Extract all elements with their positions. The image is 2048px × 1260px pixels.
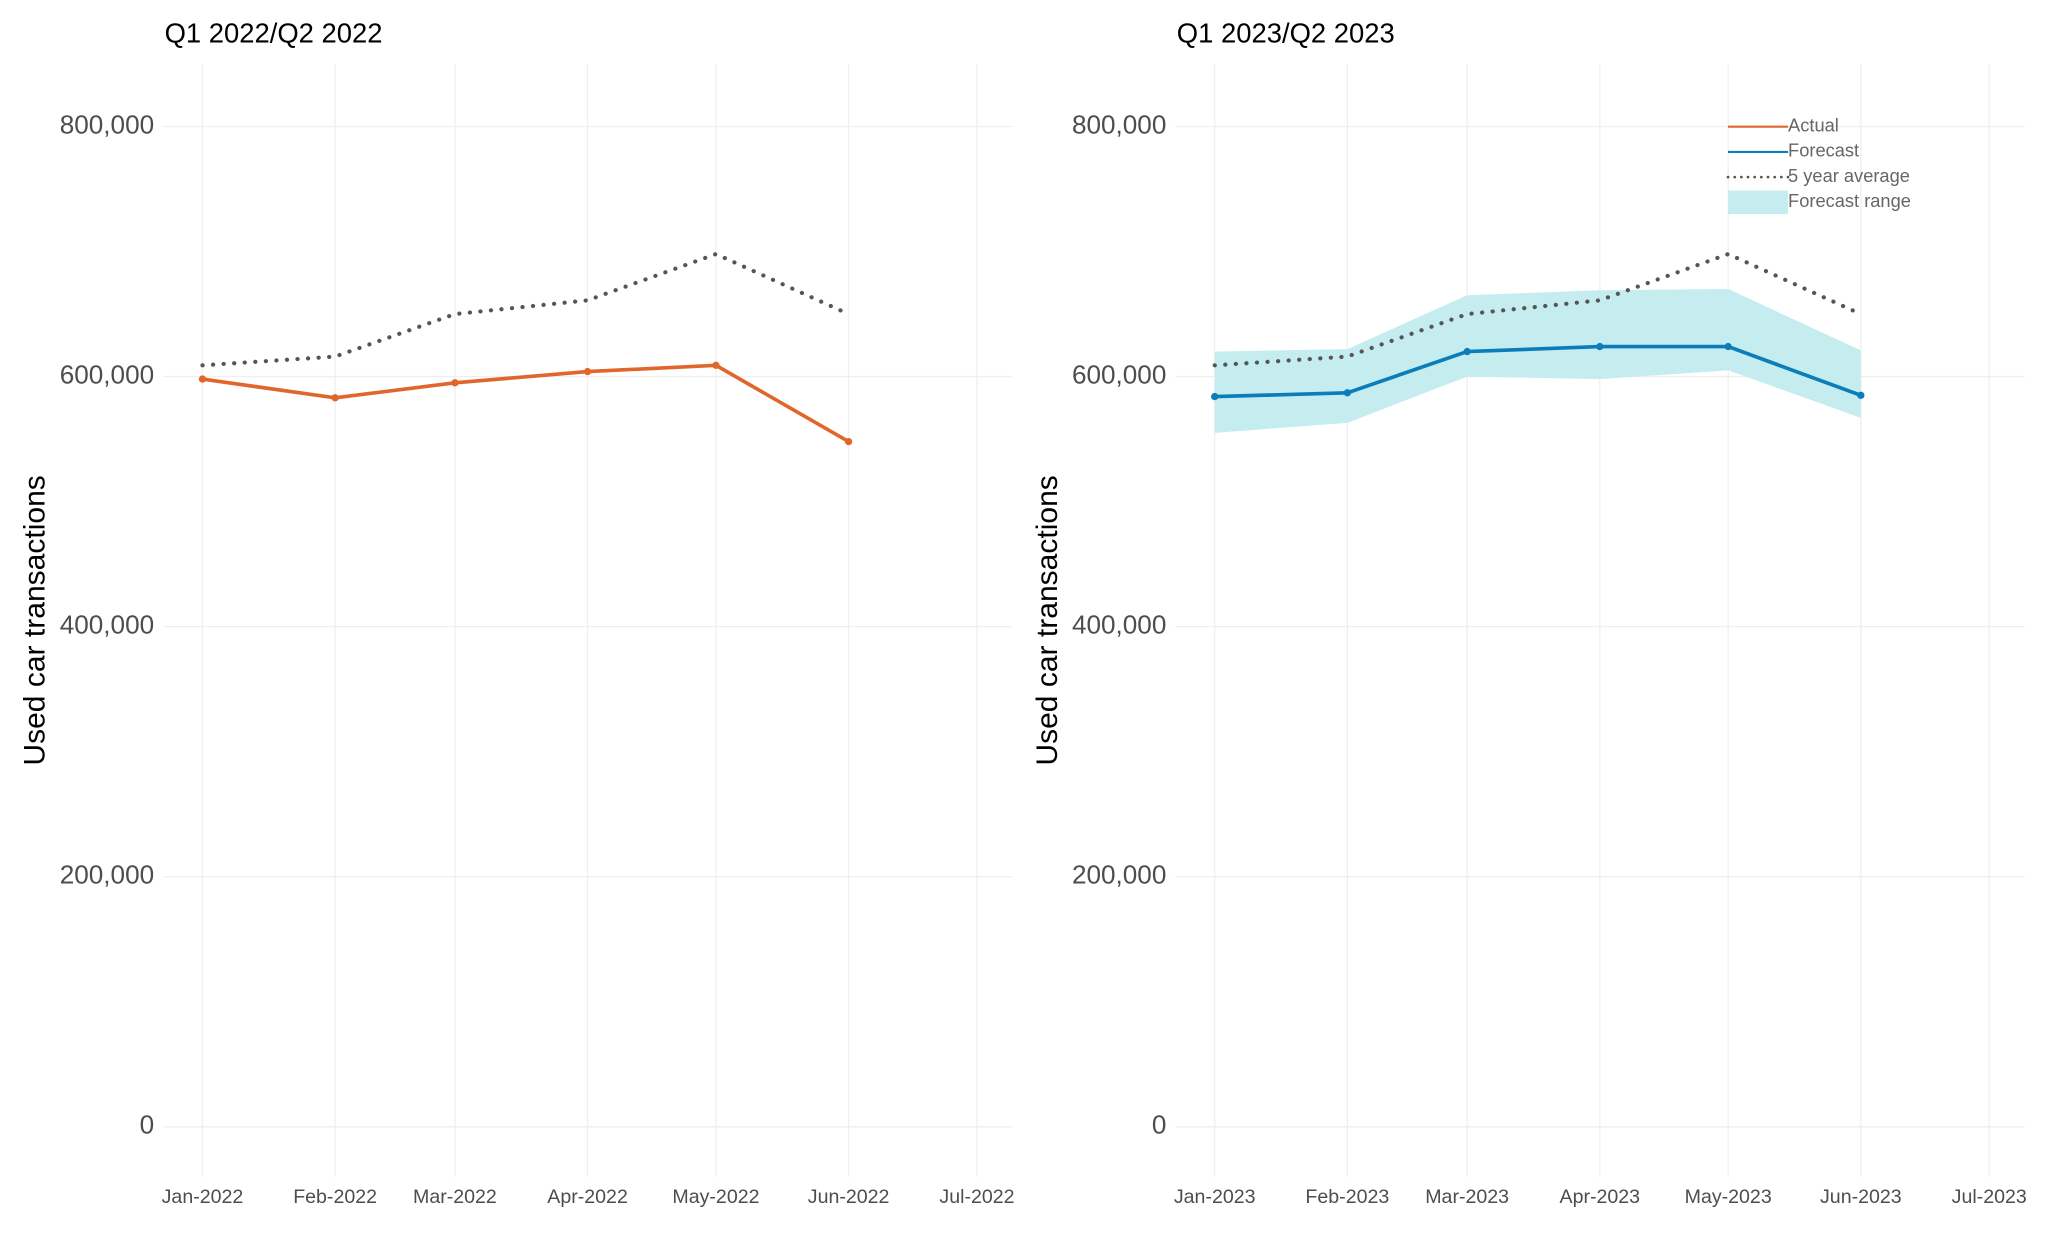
forecast-range [1214, 289, 1861, 433]
y-tick-label: 0 [140, 1110, 155, 1140]
x-tick-label: Jan-2023 [1174, 1186, 1256, 1208]
panel: Q1 2023/Q2 2023 Used car transactions 0 200… [1031, 18, 2027, 1208]
point [1463, 347, 1471, 356]
y-tick-label: 800,000 [60, 109, 154, 139]
x-tick-label: Jun-2023 [1820, 1186, 1902, 1208]
x-tick-label: May-2023 [1685, 1186, 1772, 1208]
x-tick-label: Jan-2022 [162, 1186, 244, 1208]
y-tick-label: 600,000 [1072, 359, 1166, 389]
y-axis-title: Used car transactions [19, 475, 52, 765]
legend-key [1727, 190, 1789, 215]
point [1596, 342, 1604, 351]
x-tick-label: Jun-2022 [808, 1186, 890, 1208]
point [1343, 389, 1352, 397]
x-tick-label: May-2022 [672, 1186, 759, 1208]
x-tick-label: Apr-2022 [547, 1186, 628, 1208]
legend-label: 5 year average [1788, 165, 1910, 186]
y-tick-label: 0 [1152, 1110, 1167, 1140]
legend-label: Actual [1788, 115, 1839, 136]
series-line [1212, 251, 1863, 368]
y-tick-label: 600,000 [60, 359, 154, 389]
x-tick-label: Mar-2022 [413, 1186, 497, 1208]
point [451, 379, 459, 387]
x-tick-label: Mar-2023 [1425, 1186, 1509, 1208]
y-tick-label: 200,000 [60, 860, 154, 890]
point [1724, 342, 1732, 351]
point [198, 375, 207, 383]
point [1857, 391, 1865, 399]
x-tick-label: Feb-2023 [1305, 1186, 1389, 1208]
x-tick-label: Apr-2023 [1560, 1186, 1641, 1208]
chart-title: Q1 2023/Q2 2023 [1177, 18, 1395, 49]
y-axis-title: Used car transactions [1031, 475, 1064, 765]
x-tick-label: Jul-2023 [1952, 1186, 2027, 1208]
point [712, 361, 720, 369]
legend-label: Forecast [1788, 140, 1859, 161]
y-tick-label: 400,000 [60, 610, 154, 640]
point [1211, 392, 1219, 401]
point [331, 394, 339, 402]
series-line [202, 363, 850, 444]
series-line [1214, 344, 1862, 399]
y-tick-label: 200,000 [1072, 860, 1166, 890]
series-line [200, 251, 851, 368]
y-tick-label: 800,000 [1072, 109, 1166, 139]
x-tick-label: Jul-2022 [939, 1186, 1014, 1208]
panel: Q1 2022/Q2 2022 Used car transactions 0 200… [19, 18, 1015, 1208]
point [583, 367, 592, 376]
legend-label: Forecast range [1788, 190, 1911, 211]
y-tick-label: 400,000 [1072, 610, 1166, 640]
x-tick-label: Feb-2022 [293, 1186, 377, 1208]
chart-title: Q1 2022/Q2 2022 [165, 18, 383, 49]
point [844, 437, 853, 446]
